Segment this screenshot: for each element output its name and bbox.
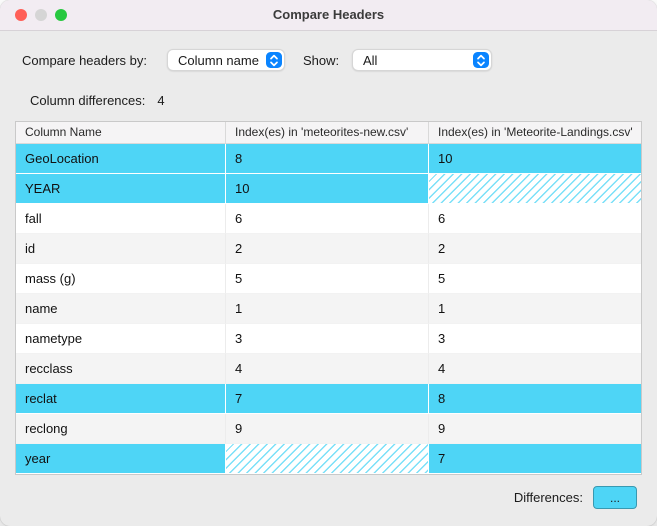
table-cell: reclong — [16, 414, 226, 444]
headers-comparison-table: Column Name Index(es) in 'meteorites-new… — [15, 121, 642, 475]
table-cell: reclat — [16, 384, 226, 414]
differences-label: Differences: — [513, 490, 583, 505]
table-row[interactable]: reclong 9 9 — [16, 414, 641, 444]
titlebar: Compare Headers — [0, 0, 657, 31]
table-cell: mass (g) — [16, 264, 226, 294]
table-cell: 8 — [226, 144, 429, 174]
table-cell: 6 — [429, 204, 641, 234]
table-cell: 5 — [226, 264, 429, 294]
table-row[interactable]: recclass 4 4 — [16, 354, 641, 384]
table-cell: name — [16, 294, 226, 324]
table-row[interactable]: nametype 3 3 — [16, 324, 641, 354]
table-row[interactable]: fall 6 6 — [16, 204, 641, 234]
table-row[interactable]: name 1 1 — [16, 294, 641, 324]
table-row[interactable]: id 2 2 — [16, 234, 641, 264]
table-row[interactable]: GeoLocation 8 10 — [16, 144, 641, 174]
window-title: Compare Headers — [272, 7, 385, 22]
up-down-chevrons-icon — [266, 52, 282, 68]
footer: Differences: ... — [514, 486, 637, 509]
table-cell: 8 — [429, 384, 641, 414]
show-label: Show: — [303, 53, 340, 68]
table-cell: recclass — [16, 354, 226, 384]
missing-column-hatch-cell — [226, 444, 429, 474]
table-row[interactable]: reclat 7 8 — [16, 384, 641, 414]
table-cell: nametype — [16, 324, 226, 354]
table-row[interactable]: mass (g) 5 5 — [16, 264, 641, 294]
minimize-button — [35, 9, 47, 21]
compare-by-value: Column name — [178, 52, 259, 68]
table-cell: 3 — [429, 324, 641, 354]
zoom-button[interactable] — [55, 9, 67, 21]
table-cell: 7 — [226, 384, 429, 414]
table-row[interactable]: year 7 — [16, 444, 641, 474]
table-cell: 1 — [429, 294, 641, 324]
table-cell: 10 — [226, 174, 429, 204]
table-cell: 4 — [429, 354, 641, 384]
compare-by-popup[interactable]: Column name — [167, 49, 285, 71]
traffic-lights — [15, 9, 67, 21]
column-header-name[interactable]: Column Name — [16, 122, 226, 143]
show-value: All — [363, 52, 378, 68]
table-cell: 9 — [226, 414, 429, 444]
table-cell: 10 — [429, 144, 641, 174]
column-differences-label: Column differences: — [30, 93, 146, 108]
table-cell: 5 — [429, 264, 641, 294]
table-cell: 7 — [429, 444, 641, 474]
table-cell: 2 — [226, 234, 429, 264]
table-cell: GeoLocation — [16, 144, 226, 174]
table-cell: 2 — [429, 234, 641, 264]
show-popup[interactable]: All — [352, 49, 492, 71]
table-body: GeoLocation 8 10 YEAR 10 fall 6 6 id 2 2 mass (g) 5 5… — [16, 144, 641, 474]
column-differences-summary: Column differences: 4 — [30, 93, 165, 108]
column-header-index-new[interactable]: Index(es) in 'meteorites-new.csv' — [226, 122, 429, 143]
column-differences-count: 4 — [157, 93, 165, 108]
table-cell: 9 — [429, 414, 641, 444]
table-cell: 1 — [226, 294, 429, 324]
up-down-chevrons-icon — [473, 52, 489, 68]
table-header-row: Column Name Index(es) in 'meteorites-new… — [16, 122, 641, 144]
table-cell: 3 — [226, 324, 429, 354]
table-cell: id — [16, 234, 226, 264]
differences-button[interactable]: ... — [593, 486, 637, 509]
close-button[interactable] — [15, 9, 27, 21]
table-cell: fall — [16, 204, 226, 234]
table-cell: 6 — [226, 204, 429, 234]
column-header-index-landings[interactable]: Index(es) in 'Meteorite-Landings.csv' — [438, 125, 633, 139]
table-row[interactable]: YEAR 10 — [16, 174, 641, 204]
missing-column-hatch-cell — [429, 174, 641, 204]
table-cell: YEAR — [16, 174, 226, 204]
table-cell: year — [16, 444, 226, 474]
compare-by-label: Compare headers by: — [22, 53, 148, 68]
table-cell: 4 — [226, 354, 429, 384]
